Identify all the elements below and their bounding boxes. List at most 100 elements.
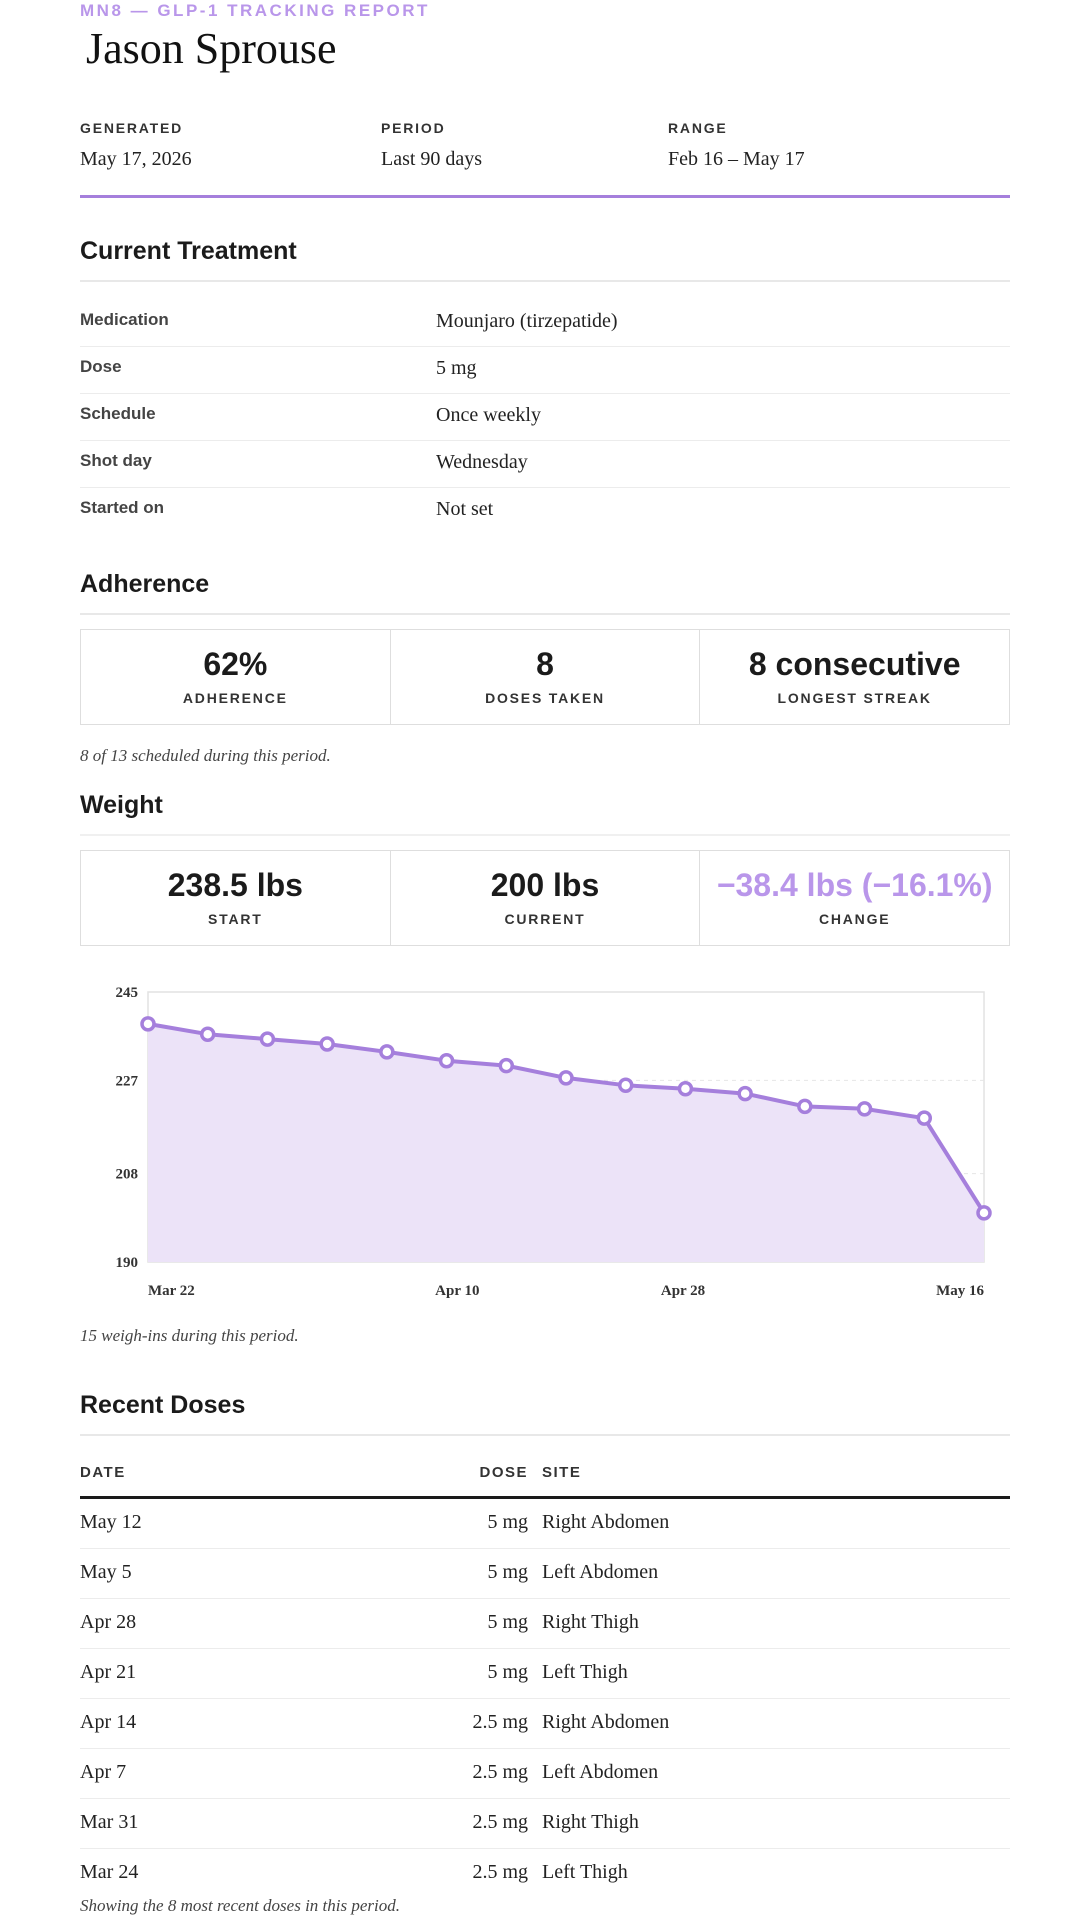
weight-point (558, 1070, 574, 1086)
treatment-row-medication: Medication Mounjaro (tirzepatide) (80, 300, 1010, 347)
dose-rows: May 12 5 mg Right Abdomen May 5 5 mg Left Abd… (80, 1499, 1010, 1898)
dose-amount: 2.5 mg (472, 1761, 528, 1783)
dose-amount: 5 mg (487, 1661, 528, 1683)
y-tick-label: 227 (116, 1073, 139, 1089)
dose-amount: 5 mg (487, 1561, 528, 1583)
dose-amount: 2.5 mg (472, 1861, 528, 1883)
stat-value: 62% (203, 646, 268, 682)
dose-date: May 5 (80, 1561, 132, 1583)
weight-point (140, 1016, 156, 1032)
stat-start-weight: 238.5 lbs START (81, 851, 391, 945)
treatment-value: Once weekly (436, 404, 541, 426)
x-tick-label: Apr 10 (435, 1283, 479, 1299)
stat-value: 8 consecutive (748, 646, 961, 682)
stat-label: START (208, 911, 263, 927)
treatment-key: Shot day (80, 451, 152, 470)
dose-date: Apr 28 (80, 1611, 137, 1633)
dose-site: Left Abdomen (542, 1561, 659, 1583)
treatment-value: 5 mg (436, 357, 477, 379)
dose-row: Apr 21 5 mg Left Thigh (80, 1649, 1010, 1699)
dose-row: Apr 7 2.5 mg Left Abdomen (80, 1749, 1010, 1799)
meta-label: GENERATED (80, 120, 184, 136)
adherence-stats: 62% ADHERENCE 8 DOSES TAKEN 8 consecutiv… (80, 629, 1010, 725)
treatment-key: Dose (80, 357, 122, 376)
report-tag: MN8 — GLP-1 TRACKING REPORT (80, 1, 430, 20)
dose-site: Right Abdomen (542, 1711, 670, 1733)
stat-adherence: 62% ADHERENCE (81, 630, 391, 724)
doses-table-header: DATE DOSE SITE (80, 1454, 1010, 1499)
dose-date: Mar 24 (80, 1861, 139, 1883)
dose-date: Apr 14 (80, 1711, 137, 1733)
stat-value: 238.5 lbs (167, 867, 303, 903)
weight-note: 15 weigh-ins during this period. (80, 1326, 299, 1345)
dose-amount: 5 mg (487, 1611, 528, 1633)
dose-row: Apr 14 2.5 mg Right Abdomen (80, 1699, 1010, 1749)
section-title-adherence: Adherence (80, 569, 1010, 615)
treatment-table: Medication Mounjaro (tirzepatide) Dose 5… (80, 300, 1010, 534)
meta-value: May 17, 2026 (80, 148, 192, 170)
stat-label: LONGEST STREAK (777, 690, 932, 706)
treatment-row-started-on: Started on Not set (80, 488, 1010, 534)
stat-doses-taken: 8 DOSES TAKEN (391, 630, 701, 724)
meta-value: Last 90 days (381, 148, 483, 170)
treatment-row-shot-day: Shot day Wednesday (80, 441, 1010, 488)
weight-area-fill (148, 1023, 984, 1262)
stat-label: CHANGE (818, 911, 891, 927)
stat-longest-streak: 8 consecutive LONGEST STREAK (700, 630, 1009, 724)
x-tick-label: Mar 22 (148, 1283, 195, 1299)
doses-note: Showing the 8 most recent doses in this … (80, 1896, 400, 1915)
treatment-key: Started on (80, 498, 165, 517)
weight-point (976, 1205, 992, 1221)
weight-point (259, 1031, 276, 1047)
y-tick-label: 208 (116, 1167, 139, 1183)
meta-value: Feb 16 – May 17 (668, 148, 805, 170)
stat-value: 8 (536, 646, 554, 682)
column-header-dose: DOSE (479, 1464, 528, 1481)
dose-row: Mar 24 2.5 mg Left Thigh (80, 1849, 1010, 1898)
section-title-recent-doses: Recent Doses (80, 1390, 1010, 1436)
stat-value: −38.4 lbs (−16.1%) (716, 867, 993, 903)
meta-generated: GENERATED May 17, 2026 (80, 118, 192, 171)
dose-site: Right Thigh (542, 1611, 639, 1633)
weight-chart: 245 227 208 190 Mar 22 Apr 10 Apr 28 May 16 (116, 985, 992, 1299)
x-tick-label: May 16 (936, 1283, 984, 1299)
weight-point (319, 1036, 335, 1052)
weight-point (438, 1052, 455, 1069)
dose-date: Mar 31 (80, 1811, 139, 1833)
weight-point (379, 1044, 395, 1060)
dose-date: Apr 7 (80, 1761, 127, 1783)
treatment-key: Medication (80, 310, 169, 329)
section-title-weight: Weight (80, 790, 1010, 836)
stat-label: CURRENT (504, 911, 586, 927)
stat-value: 200 lbs (490, 867, 600, 903)
weight-point (797, 1098, 813, 1115)
dose-row: May 12 5 mg Right Abdomen (80, 1499, 1010, 1549)
dose-amount: 2.5 mg (472, 1711, 528, 1733)
dose-row: Apr 28 5 mg Right Thigh (80, 1599, 1010, 1649)
dose-site: Left Thigh (542, 1661, 628, 1683)
doses-table: DATE DOSE SITE May 12 5 mg Right Abdomen Ma… (80, 1454, 1010, 1898)
stat-current-weight: 200 lbs CURRENT (391, 851, 701, 945)
patient-name: Jason Sprouse (86, 24, 337, 73)
dose-site: Right Thigh (542, 1811, 639, 1833)
weight-point (617, 1077, 634, 1094)
meta-period: PERIOD Last 90 days (381, 118, 482, 171)
x-tick-label: Apr 28 (661, 1283, 705, 1299)
dose-date: Apr 21 (80, 1661, 137, 1683)
dose-date: May 12 (80, 1511, 142, 1533)
treatment-value: Not set (436, 498, 494, 520)
weight-stats: 238.5 lbs START 200 lbs CURRENT −38.4 lb… (80, 850, 1010, 946)
column-header-site: SITE (542, 1464, 582, 1481)
adherence-note: 8 of 13 scheduled during this period. (80, 746, 331, 765)
treatment-value: Wednesday (436, 451, 528, 473)
dose-site: Right Abdomen (542, 1511, 670, 1533)
weight-point (916, 1110, 933, 1126)
y-tick-label: 190 (116, 1255, 139, 1271)
dose-amount: 2.5 mg (472, 1811, 528, 1833)
column-header-date: DATE (80, 1464, 126, 1481)
dose-amount: 5 mg (487, 1511, 528, 1533)
treatment-row-dose: Dose 5 mg (80, 347, 1010, 394)
meta-label: PERIOD (381, 120, 446, 136)
stat-weight-change: −38.4 lbs (−16.1%) CHANGE (700, 851, 1009, 945)
treatment-key: Schedule (80, 404, 156, 423)
